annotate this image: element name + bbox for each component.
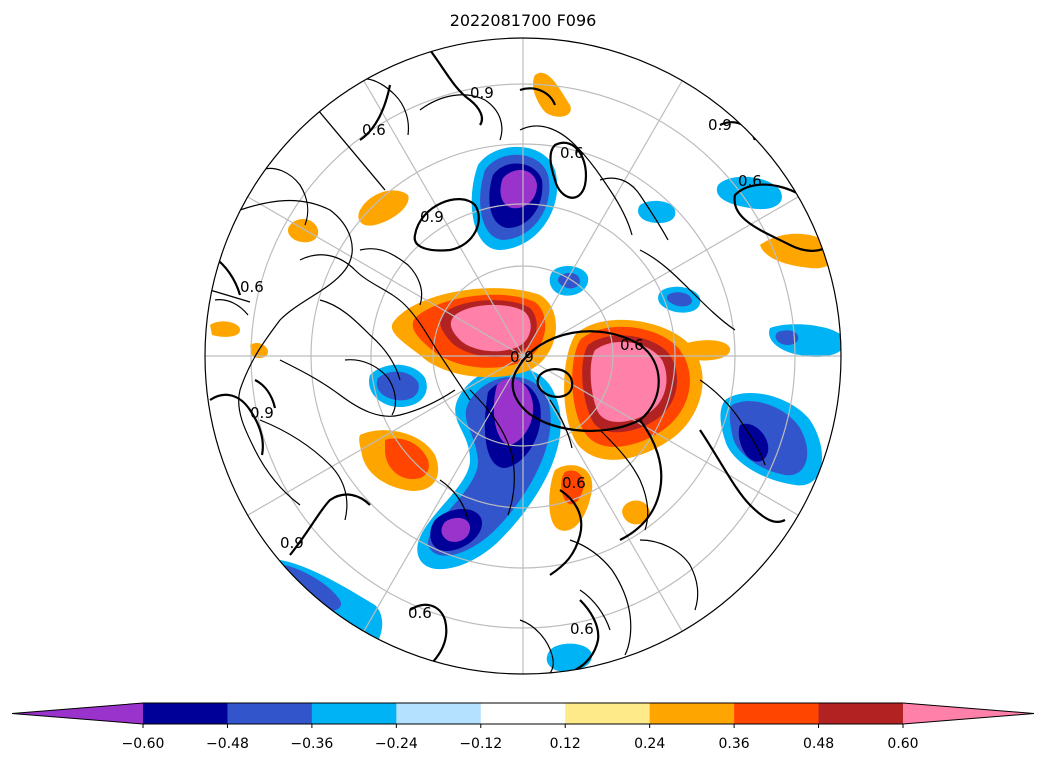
positive-anomaly-left-edge [210,321,240,337]
contour-label: 0.9 [280,534,304,552]
colorbar-tick-label: −0.48 [206,736,249,752]
negative-anomaly-bottom-left-mid [285,565,341,611]
positive-anomaly-east-peak [590,341,667,422]
positive-anomaly-east-extension [679,340,731,361]
contour-label: 0.9 [250,404,274,422]
negative-anomaly-bottom [546,643,593,672]
colorbar-tick-label: −0.24 [375,736,418,752]
anomaly-fills [210,72,841,672]
positive-anomaly-west-mid [385,438,429,480]
positive-anomaly-top-right [533,72,571,117]
colorbar-tick-label: 0.60 [887,736,918,752]
contour-label: 0.9 [708,116,732,134]
colorbar-segment [143,703,228,724]
colorbar-tick-label: −0.60 [122,736,165,752]
colorbar-segment [565,703,651,724]
colorbar-segment [311,703,397,724]
negative-anomaly-small-1-mid [557,272,580,289]
colorbar-tick-label: 0.36 [719,736,750,752]
positive-anomaly-bottom-small [622,500,650,525]
contour-label: 0.6 [562,474,586,492]
contour-label: 0.6 [240,278,264,296]
negative-anomaly-small-5-mid [775,330,799,345]
colorbar-segment [480,703,566,724]
colorbar-tick-label: −0.12 [459,736,502,752]
contour-label: 0.6 [620,336,644,354]
positive-anomaly-upper-left [358,190,409,226]
boundary-lines [209,109,386,303]
contour-label: 0.6 [738,172,762,190]
colorbar-tick-label: −0.36 [290,736,333,752]
contour-label: 0.6 [570,620,594,638]
contour-labels: 0.9 0.6 0.9 0.6 0.9 0.6 0.6 0.9 0.6 0.9 … [240,84,762,638]
negative-anomaly-bottom-left [274,560,383,660]
contour-label: 0.9 [470,84,494,102]
contour-label: 0.9 [420,208,444,226]
colorbar: −0.60 −0.48 −0.36 −0.24 −0.12 0.12 0.24 0.36 0.4… [11,702,1035,752]
map-title: 2022081700 F096 [450,11,597,30]
negative-anomaly-top-peak [500,169,537,209]
contour-label: 0.6 [560,144,584,162]
negative-anomaly-right-core [738,423,769,462]
colorbar-tick-label: 0.24 [634,736,665,752]
colorbar-segment [818,703,904,724]
contour-label: 0.6 [362,121,386,139]
coastlines [214,78,766,674]
graticule [205,38,841,674]
colorbar-segment [649,703,735,724]
colorbar-segment [734,703,820,724]
positive-anomaly-north-peak [450,304,531,352]
colorbar-tick-label: 0.12 [550,736,581,752]
positive-anomaly-far-right [760,233,834,269]
negative-anomaly-small-4-mid [666,292,693,307]
colorbar-segment [396,703,482,724]
colorbar-extend-high [903,703,1034,724]
negative-anomaly-left-mid [376,371,419,401]
colorbar-tick-label: 0.48 [803,736,834,752]
colorbar-segment [227,703,313,724]
map-boundary [204,37,842,675]
negative-anomaly-south-peak [441,517,470,542]
contour-label: 0.6 [408,604,432,622]
colorbar-extend-low [12,703,143,724]
contour-label: 0.9 [510,348,534,366]
